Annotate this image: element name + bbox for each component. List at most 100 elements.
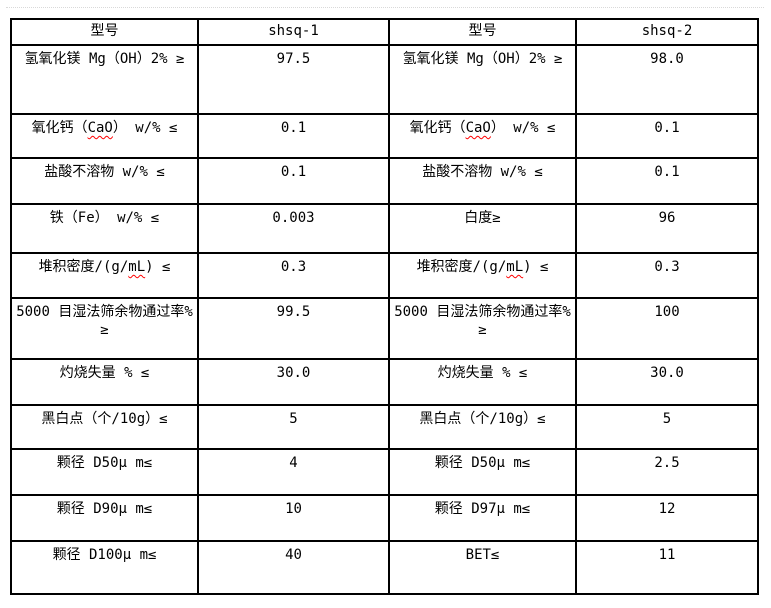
cell-label-left: 氧化钙（CaO） w/% ≤ [10, 113, 199, 159]
property-label: 黑白点（个/10g）≤ [41, 411, 168, 427]
cell-label-right: BET≤ [388, 540, 577, 595]
cell-label-right: 氢氧化镁 Mg（OH）2% ≥ [388, 44, 577, 115]
cell-label-left: 颗径 D50μ m≤ [10, 448, 199, 496]
header-cell-shsq1: shsq-1 [197, 18, 390, 46]
property-label: ) ≤ [145, 259, 171, 275]
property-label: 铁（Fe） w/% ≤ [49, 210, 160, 226]
cell-label-right: 颗径 D50μ m≤ [388, 448, 577, 496]
cell-label-left: 氢氧化镁 Mg（OH）2% ≥ [10, 44, 199, 115]
property-value: 40 [285, 547, 302, 563]
property-value: 0.003 [272, 210, 315, 226]
cell-value-right: 96 [575, 203, 759, 254]
cell-value-left: 4 [197, 448, 390, 496]
cell-value-right: 11 [575, 540, 759, 595]
property-label: 颗径 D90μ m≤ [56, 501, 153, 517]
property-label: 颗径 D97μ m≤ [434, 501, 531, 517]
spellcheck-underlined-text: CaO [465, 120, 491, 136]
cell-value-right: 0.1 [575, 157, 759, 205]
property-value: 0.1 [654, 120, 680, 136]
property-label: 氢氧化镁 Mg（OH）2% ≥ [24, 51, 185, 67]
cell-label-left: 铁（Fe） w/% ≤ [10, 203, 199, 254]
cell-label-right: 盐酸不溶物 w/% ≤ [388, 157, 577, 205]
property-label: 白度≥ [464, 210, 501, 226]
cell-value-right: 5 [575, 404, 759, 450]
property-value: 30.0 [650, 365, 684, 381]
cell-value-right: 98.0 [575, 44, 759, 115]
cell-value-right: 2.5 [575, 448, 759, 496]
row-5000-mesh-pass-rate: 5000 目湿法筛余物通过率% ≥ 99.5 5000 目湿法筛余物通过率% ≥ 1… [10, 297, 759, 360]
property-label: 氧化钙（ [409, 120, 466, 136]
row-particle-d50: 颗径 D50μ m≤ 4 颗径 D50μ m≤ 2.5 [10, 448, 759, 496]
property-value: 2.5 [654, 455, 680, 471]
row-bulk-density: 堆积密度/(g/mL) ≤ 0.3 堆积密度/(g/mL) ≤ 0.3 [10, 252, 759, 299]
cell-value-right: 100 [575, 297, 759, 360]
cell-label-right: 颗径 D97μ m≤ [388, 494, 577, 542]
cell-label-right: 黑白点（个/10g）≤ [388, 404, 577, 450]
property-label: 盐酸不溶物 w/% ≤ [44, 164, 165, 180]
row-particle-d100-bet: 颗径 D100μ m≤ 40 BET≤ 11 [10, 540, 759, 595]
cell-value-left: 0.003 [197, 203, 390, 254]
property-label: BET≤ [465, 547, 500, 563]
property-label: ） w/% ≤ [490, 120, 556, 136]
property-value: 10 [285, 501, 302, 517]
cell-label-left: 灼烧失量 % ≤ [10, 358, 199, 406]
cell-label-right: 5000 目湿法筛余物通过率% ≥ [388, 297, 577, 360]
cell-label-left: 堆积密度/(g/mL) ≤ [10, 252, 199, 299]
property-label: 灼烧失量 % ≤ [437, 365, 528, 381]
cell-value-left: 30.0 [197, 358, 390, 406]
property-value: 12 [658, 501, 676, 517]
property-value: 97.5 [276, 51, 311, 67]
property-label: 5000 目湿法筛余物通过率% [16, 304, 193, 320]
cell-value-left: 97.5 [197, 44, 390, 115]
row-hcl-insoluble: 盐酸不溶物 w/% ≤ 0.1 盐酸不溶物 w/% ≤ 0.1 [10, 157, 759, 205]
cell-value-right: 0.1 [575, 113, 759, 159]
cell-value-left: 99.5 [197, 297, 390, 360]
property-value: 4 [289, 455, 298, 471]
cell-value-left: 0.1 [197, 157, 390, 205]
cell-label-left: 黑白点（个/10g）≤ [10, 404, 199, 450]
cell-label-right: 白度≥ [388, 203, 577, 254]
row-particle-d90-d97: 颗径 D90μ m≤ 10 颗径 D97μ m≤ 12 [10, 494, 759, 542]
header-cell-shsq2: shsq-2 [575, 18, 759, 46]
property-value: 0.3 [654, 259, 680, 275]
header-label: 型号 [468, 23, 497, 39]
header-cell-model-left: 型号 [10, 18, 199, 46]
cell-value-left: 5 [197, 404, 390, 450]
product-spec-table: 型号 shsq-1 型号 shsq-2 氢氧化镁 Mg（OH）2% ≥ 97.5… [10, 18, 759, 595]
property-value: 0.1 [280, 164, 307, 180]
property-label-line2: ≥ [478, 322, 487, 339]
property-label: 盐酸不溶物 w/% ≤ [422, 164, 543, 180]
cell-value-left: 0.1 [197, 113, 390, 159]
property-label: 氧化钙（ [31, 120, 88, 136]
property-value: 30.0 [276, 365, 311, 381]
spellcheck-underlined-text: mL [128, 259, 146, 275]
cell-label-left: 颗径 D90μ m≤ [10, 494, 199, 542]
header-label: 型号 [90, 23, 119, 39]
cell-value-right: 0.3 [575, 252, 759, 299]
property-value: 11 [658, 547, 676, 563]
property-value: 99.5 [276, 304, 311, 320]
row-magnesium-hydroxide: 氢氧化镁 Mg（OH）2% ≥ 97.5 氢氧化镁 Mg（OH）2% ≥ 98.… [10, 44, 759, 115]
spellcheck-underlined-text: CaO [87, 120, 113, 136]
cell-value-left: 0.3 [197, 252, 390, 299]
cell-value-right: 12 [575, 494, 759, 542]
page-boundary-line [6, 7, 764, 8]
property-value: 98.0 [650, 51, 684, 67]
cell-label-left: 盐酸不溶物 w/% ≤ [10, 157, 199, 205]
property-label: 5000 目湿法筛余物通过率% [394, 304, 571, 320]
property-label: 黑白点（个/10g）≤ [419, 411, 546, 427]
header-label: shsq-1 [268, 23, 319, 39]
table-header-row: 型号 shsq-1 型号 shsq-2 [10, 18, 759, 46]
cell-label-left: 颗径 D100μ m≤ [10, 540, 199, 595]
property-label: ) ≤ [523, 259, 549, 275]
header-label: shsq-2 [641, 23, 693, 39]
property-label: ） w/% ≤ [112, 120, 178, 136]
property-label: 氢氧化镁 Mg（OH）2% ≥ [402, 51, 563, 67]
cell-label-right: 堆积密度/(g/mL) ≤ [388, 252, 577, 299]
cell-label-left: 5000 目湿法筛余物通过率% ≥ [10, 297, 199, 360]
property-value: 100 [654, 304, 680, 320]
cell-value-right: 30.0 [575, 358, 759, 406]
property-value: 96 [658, 210, 676, 226]
property-label: 堆积密度/(g/ [38, 259, 129, 275]
